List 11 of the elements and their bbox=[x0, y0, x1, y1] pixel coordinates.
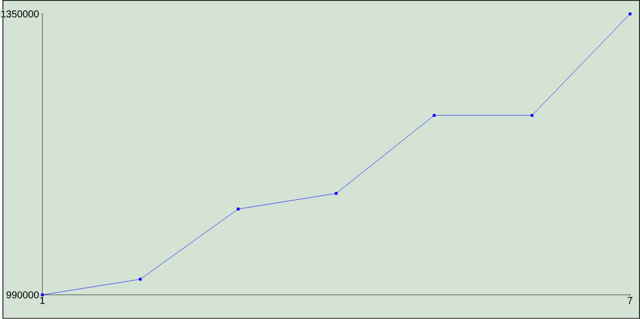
point bbox=[432, 114, 436, 117]
point bbox=[334, 192, 338, 195]
point bbox=[530, 114, 534, 117]
y-tick-label: 990000 bbox=[6, 291, 39, 298]
point bbox=[628, 12, 632, 16]
x-tick-label: 7 bbox=[628, 297, 632, 304]
point bbox=[40, 294, 44, 296]
point bbox=[138, 278, 142, 281]
point bbox=[236, 208, 240, 211]
y-tick-label: 1350000 bbox=[1, 10, 39, 18]
x-tick-label: 1 bbox=[40, 297, 45, 304]
